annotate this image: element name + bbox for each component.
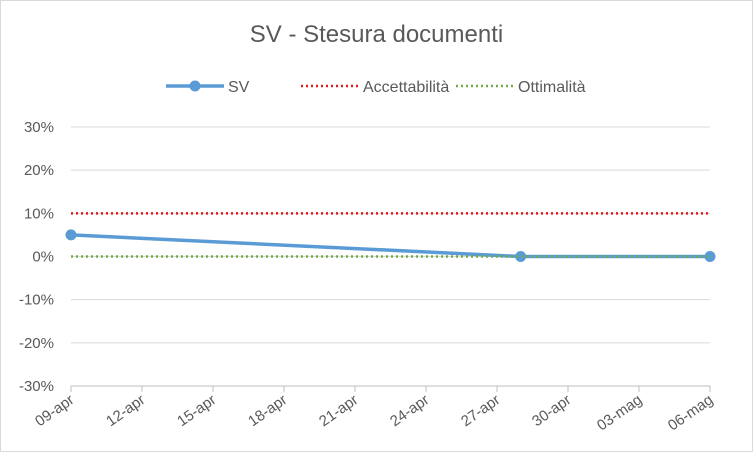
x-tick-label: 27-apr: [458, 391, 503, 430]
legend-label: SV: [228, 79, 250, 96]
y-tick-label: -20%: [19, 335, 54, 352]
sv-marker: [65, 229, 77, 241]
x-tick-label: 24-apr: [387, 391, 432, 430]
y-tick-label: 30%: [24, 119, 54, 136]
y-tick-label: -30%: [19, 378, 54, 395]
sv-line: [69, 233, 712, 259]
y-tick-label: 10%: [24, 205, 54, 222]
x-tick-label: 30-apr: [529, 391, 574, 430]
legend-sv-marker: [189, 80, 201, 92]
x-tick-label: 15-apr: [174, 391, 219, 430]
legend-label: Accettabilità: [363, 79, 449, 96]
y-tick-label: -10%: [19, 292, 54, 309]
sv-marker: [515, 251, 527, 262]
x-tick-label: 18-apr: [245, 391, 290, 430]
y-tick-label: 0%: [32, 249, 54, 266]
x-tick-label: 03-mag: [594, 391, 645, 434]
x-tick-label: 21-apr: [316, 391, 361, 430]
legend-label: Ottimalità: [518, 79, 586, 96]
chart-title: SV - Stesura documenti: [249, 21, 504, 48]
y-tick-label: 20%: [24, 162, 54, 179]
x-tick-label: 09-apr: [32, 391, 77, 430]
x-tick-label: 06-mag: [665, 391, 716, 434]
sv-marker: [704, 251, 716, 262]
x-tick-label: 12-apr: [103, 391, 148, 430]
